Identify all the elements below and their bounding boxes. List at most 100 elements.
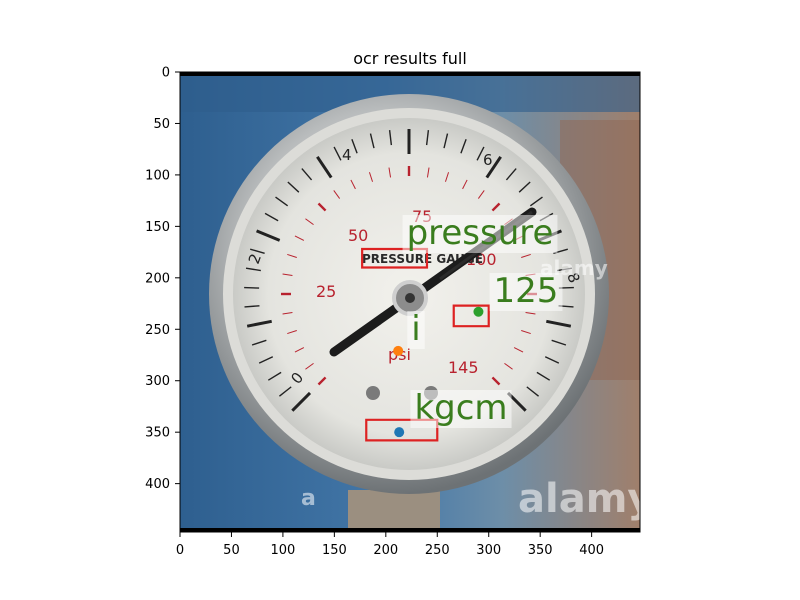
dial-tick <box>251 339 267 346</box>
dial-inner-tick <box>388 167 392 178</box>
ocr-label-background <box>410 390 512 428</box>
dial-tick <box>443 133 449 149</box>
dial-tick <box>287 181 300 193</box>
dial-tick <box>505 168 517 181</box>
ocr-label-background <box>402 215 558 253</box>
dial-tick <box>244 305 260 308</box>
ocr-label-text: pressure <box>407 213 554 253</box>
dial-tick <box>557 267 573 272</box>
dial-inner-tick <box>287 329 297 335</box>
dial-tick <box>351 138 358 154</box>
ocr-label-text: kgcm <box>414 388 507 428</box>
dial-tick <box>275 196 289 207</box>
dial-tick <box>333 146 342 161</box>
ocr-label-125: 125 <box>489 271 563 311</box>
dial-tick <box>551 339 567 346</box>
dial-tick <box>536 371 551 381</box>
y-tick-label: 300 <box>145 374 170 389</box>
x-tick-label: 300 <box>476 543 501 558</box>
x-axis: 0 50 100 150 200 250 300 350 400 <box>176 532 604 558</box>
gauge-inner-50: 50 <box>348 226 368 245</box>
dial-inner-tick <box>521 253 531 259</box>
y-tick-label: 0 <box>162 66 170 81</box>
y-tick-label: 50 <box>153 117 170 132</box>
x-tick-label: 200 <box>373 543 398 558</box>
x-tick-label: 400 <box>579 543 604 558</box>
ocr-label-text: 125 <box>494 271 559 311</box>
dial-inner-tick <box>368 172 374 182</box>
dial-tick <box>388 130 393 146</box>
y-tick-label: 400 <box>145 477 170 492</box>
dial-inner-tick <box>521 329 531 335</box>
dial-tick <box>255 229 281 242</box>
dial-inner-tick <box>305 218 314 226</box>
dial-tick <box>316 155 333 179</box>
image-bottom-edge <box>180 528 640 532</box>
dial-tick <box>544 356 560 364</box>
gauge-stem <box>348 490 440 532</box>
x-tick-label: 50 <box>223 543 240 558</box>
dial-tick <box>244 286 260 289</box>
x-tick-label: 150 <box>322 543 347 558</box>
image-top-edge <box>180 72 640 76</box>
watermark-mark-left: a <box>301 486 316 511</box>
dial-tick <box>529 196 543 207</box>
ocr-center-marker-kgcm <box>394 427 405 438</box>
dial-inner-tick <box>350 179 356 190</box>
y-tick-label: 200 <box>145 271 170 286</box>
ocr-label-text: i <box>411 309 420 349</box>
dial-inner-tick <box>426 167 430 178</box>
dial-inner-tick <box>282 273 293 277</box>
dial-inner-tick <box>462 179 468 190</box>
dial-inner-tick <box>282 311 293 315</box>
dial-inner-tick <box>504 362 513 370</box>
photo-panel: 0 2 4 6 8 25 50 75 100 145 PRESSURE GAUG… <box>180 72 653 532</box>
dial-tick <box>425 130 430 146</box>
dial-tick <box>267 371 282 381</box>
dial-inner-tick <box>305 362 314 370</box>
dial-inner-tick <box>287 253 297 259</box>
chart-title: ocr results full <box>353 49 467 68</box>
ocr-label-kgcm: kgcm <box>410 388 512 428</box>
dial-inner-tick <box>525 311 536 315</box>
watermark-main: alamy <box>518 476 653 522</box>
gauge-label-4: 4 <box>342 146 352 164</box>
gauge-screw-left <box>366 386 380 400</box>
dial-tick <box>485 155 502 179</box>
dial-tick <box>526 386 540 397</box>
dial-tick <box>291 391 312 412</box>
x-tick-label: 0 <box>176 543 184 558</box>
gauge-inner-145: 145 <box>448 358 479 377</box>
dial-inner-tick <box>317 376 327 386</box>
dial-tick <box>301 168 313 181</box>
gauge-inner-25: 25 <box>316 282 336 301</box>
dial-inner-tick <box>477 190 485 199</box>
dial-tick <box>245 267 261 272</box>
ocr-label-pressure: pressure <box>402 213 558 253</box>
dial-inner-tick <box>491 202 501 212</box>
dial-tick <box>460 138 467 154</box>
x-tick-label: 100 <box>270 543 295 558</box>
dial-tick <box>264 212 279 222</box>
dial-tick <box>258 356 274 364</box>
y-tick-label: 250 <box>145 323 170 338</box>
ocr-detections: pressure 125 i kgcm <box>361 213 563 442</box>
y-tick-label: 350 <box>145 426 170 441</box>
dial-inner-tick <box>513 347 524 353</box>
y-tick-label: 150 <box>145 220 170 235</box>
gauge-hub-center <box>405 293 415 303</box>
dial-inner-tick <box>294 235 305 241</box>
dial-inner-tick <box>317 202 327 212</box>
dial-inner-tick <box>491 376 501 386</box>
x-tick-label: 250 <box>425 543 450 558</box>
ocr-label-background <box>489 273 563 311</box>
dial-tick <box>546 319 572 328</box>
dial-inner-tick <box>444 172 450 182</box>
dial-tick <box>369 133 375 149</box>
y-axis: 0 50 100 150 200 250 300 350 400 <box>145 66 180 492</box>
gauge-printed-name: PRESSURE GAUGE <box>362 252 483 266</box>
dial-tick <box>278 386 292 397</box>
dial-tick <box>476 146 485 161</box>
ocr-label-background <box>407 311 425 349</box>
